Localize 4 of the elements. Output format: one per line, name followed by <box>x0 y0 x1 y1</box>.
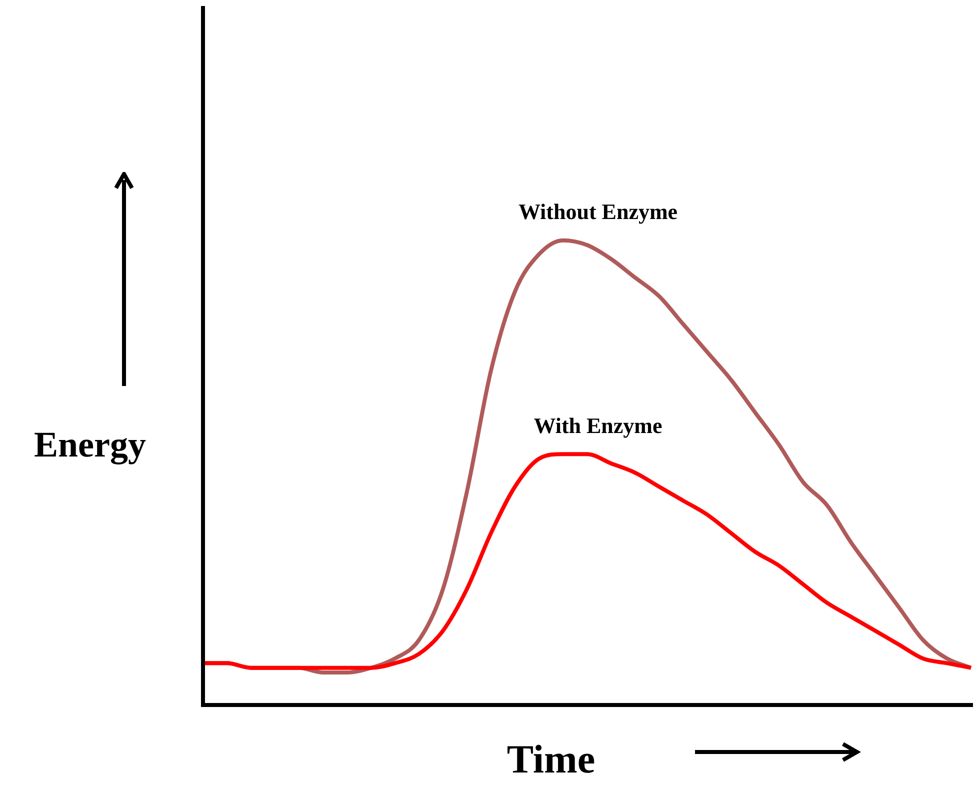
series-label: With Enzyme <box>534 412 663 438</box>
y-axis-title: Energy <box>34 424 146 464</box>
series-label: Without Enzyme <box>518 199 678 224</box>
x-axis-title: Time <box>506 736 596 782</box>
